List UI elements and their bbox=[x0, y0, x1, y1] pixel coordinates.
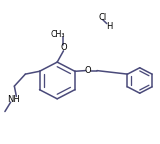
Text: NH: NH bbox=[7, 95, 20, 104]
Text: Cl: Cl bbox=[99, 13, 107, 22]
Text: CH₃: CH₃ bbox=[51, 30, 65, 39]
Text: H: H bbox=[106, 22, 112, 31]
Text: O: O bbox=[61, 43, 68, 53]
Text: O: O bbox=[85, 66, 92, 75]
